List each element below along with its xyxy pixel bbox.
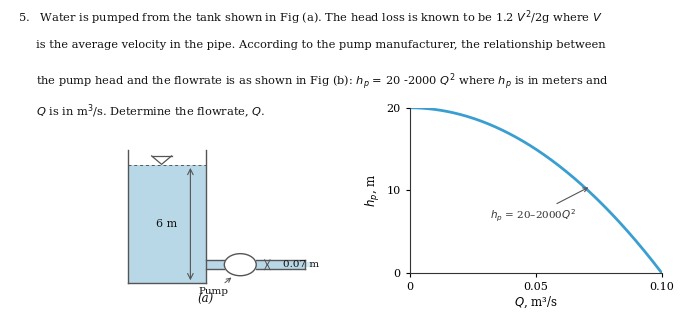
Circle shape [224, 254, 256, 276]
Text: is the average velocity in the pipe. According to the pump manufacturer, the rel: is the average velocity in the pipe. Acc… [18, 40, 605, 50]
Text: 5.   Water is pumped from the tank shown in Fig (a). The head loss is known to b: 5. Water is pumped from the tank shown i… [18, 8, 602, 27]
FancyArrow shape [305, 262, 313, 267]
Text: $h_p$ = 20–2000$Q^2$: $h_p$ = 20–2000$Q^2$ [490, 188, 587, 224]
Text: 6 m: 6 m [157, 219, 178, 229]
X-axis label: $Q$, m³/s: $Q$, m³/s [514, 294, 557, 310]
Y-axis label: $h_p$, m: $h_p$, m [364, 173, 382, 207]
Bar [206, 261, 223, 269]
Text: (a): (a) [198, 293, 214, 306]
Text: 0.07 m: 0.07 m [283, 260, 319, 269]
Text: $Q$ is in m$^3$/s. Determine the flowrate, $Q$.: $Q$ is in m$^3$/s. Determine the flowrat… [18, 103, 265, 121]
Text: Pump: Pump [199, 278, 230, 296]
Polygon shape [128, 165, 206, 283]
Bar [256, 260, 305, 269]
Text: the pump head and the flowrate is as shown in Fig (b): $h_p$ = 20 -2000 $Q^2$ wh: the pump head and the flowrate is as sho… [18, 71, 608, 92]
